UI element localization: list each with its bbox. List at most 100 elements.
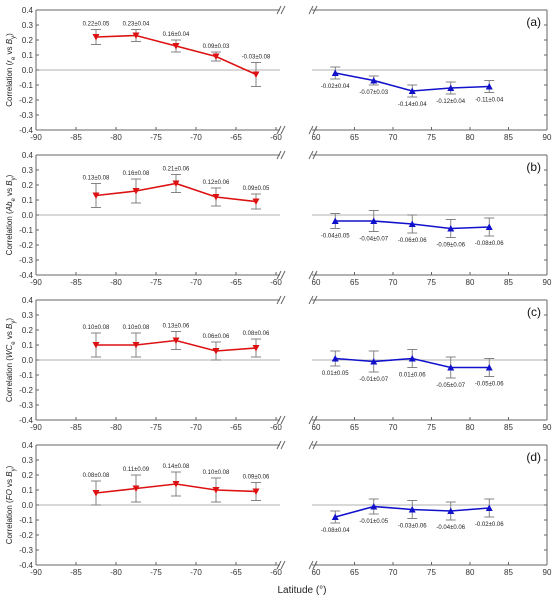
- y-axis-label-part: y: [11, 36, 17, 39]
- panel-2: -0.4 -0.3 -0.2 -0.1 0.0 0.1 0.2 0.3 0.4 -90 -85 -80…: [5, 150, 552, 287]
- x-tick-label: 75: [427, 133, 436, 142]
- south-data-label: 0.12±0.06: [203, 180, 230, 186]
- y-tick-label: -0.3: [19, 401, 33, 410]
- x-tick-label: -60: [270, 133, 282, 142]
- north-data-label: -0.04±0.05: [321, 234, 350, 240]
- axis-break-mark: [308, 5, 314, 15]
- y-tick-label: -0.1: [19, 371, 33, 380]
- y-axis-label: Correlation (WCe vs By): [5, 318, 17, 402]
- x-tick-label: -60: [270, 423, 282, 432]
- south-point: [172, 43, 180, 50]
- south-point: [132, 485, 140, 492]
- x-tick-label: -65: [230, 423, 242, 432]
- y-tick-label: 0.0: [22, 66, 34, 75]
- y-tick-label: -0.4: [19, 126, 33, 135]
- south-data-label: 0.23±0.04: [123, 22, 150, 28]
- north-data-label: -0.02±0.04: [321, 84, 350, 90]
- x-tick-label: 65: [350, 423, 359, 432]
- panel-4: -0.4 -0.3 -0.2 -0.1 0.0 0.1 0.2 0.3 0.4 -90 -85 -80…: [5, 440, 552, 577]
- x-tick-label: 85: [504, 568, 513, 577]
- north-point: [370, 503, 378, 510]
- south-point: [212, 348, 220, 355]
- x-tick-label: -65: [230, 278, 242, 287]
- x-tick-label: -75: [150, 423, 162, 432]
- y-tick-label: 0.3: [22, 456, 34, 465]
- y-axis-label-part: y: [11, 321, 17, 324]
- y-axis-label-part: B: [5, 180, 14, 186]
- north-data-label: -0.04±0.06: [436, 525, 465, 531]
- north-data-label: -0.08±0.06: [475, 241, 504, 247]
- y-axis-label-part: FO: [5, 489, 14, 500]
- axis-break-mark: [276, 125, 282, 135]
- axis-break-mark: [280, 150, 286, 160]
- x-tick-label: -70: [190, 278, 202, 287]
- north-point: [447, 225, 455, 232]
- axis-break-mark: [280, 440, 286, 450]
- x-tick-label: -70: [190, 568, 202, 577]
- north-data-label: -0.05±0.06: [475, 382, 504, 388]
- x-tick-label: 65: [350, 278, 359, 287]
- y-axis-label: Correlation (Abe vs By): [5, 174, 17, 255]
- axis-break-mark: [308, 270, 314, 280]
- x-tick-label: -85: [70, 423, 82, 432]
- x-tick-label: -75: [150, 133, 162, 142]
- y-axis-label-part: vs: [5, 477, 14, 489]
- y-axis-label-part: ): [5, 33, 14, 36]
- y-axis-label-part: e: [11, 198, 17, 202]
- north-data-label: 0.01±0.05: [322, 371, 349, 377]
- y-tick-label: -0.1: [19, 226, 33, 235]
- north-data-label: -0.03±0.06: [398, 524, 427, 530]
- y-tick-label: 0.2: [22, 326, 34, 335]
- south-point: [172, 337, 180, 344]
- y-tick-label: -0.2: [19, 241, 33, 250]
- axis-break-mark: [280, 125, 286, 135]
- y-tick-label: 0.4: [22, 441, 34, 450]
- north-point: [447, 84, 455, 91]
- north-point: [485, 83, 493, 90]
- south-data-label: 0.13±0.06: [163, 324, 190, 330]
- x-tick-label: 90: [543, 133, 552, 142]
- x-tick-label: -60: [270, 278, 282, 287]
- axis-break-mark: [308, 150, 314, 160]
- south-point: [252, 345, 260, 352]
- north-data-label: -0.02±0.06: [475, 522, 504, 528]
- axis-break-mark: [312, 5, 318, 15]
- south-data-label: 0.08±0.08: [83, 473, 110, 479]
- south-point: [172, 180, 180, 187]
- y-axis-label-part: e: [11, 341, 17, 345]
- y-axis-label-part: y: [11, 468, 17, 471]
- x-tick-label: -85: [70, 278, 82, 287]
- y-axis-label-part: Correlation (: [5, 500, 14, 544]
- y-tick-label: 0.0: [22, 501, 34, 510]
- x-tick-label: 80: [466, 133, 475, 142]
- north-data-label: -0.08±0.04: [321, 528, 350, 534]
- south-data-label: 0.13±0.08: [83, 176, 110, 182]
- y-tick-label: -0.4: [19, 416, 33, 425]
- south-data-label: 0.16±0.04: [163, 32, 190, 38]
- north-data-label: -0.04±0.07: [359, 237, 388, 243]
- x-tick-label: -80: [110, 423, 122, 432]
- y-axis-label-part: vs: [5, 186, 14, 198]
- x-tick-label: -70: [190, 423, 202, 432]
- y-axis-label-part: B: [5, 323, 14, 329]
- south-point: [212, 194, 220, 201]
- x-tick-label: -65: [230, 568, 242, 577]
- panel-3: -0.4 -0.3 -0.2 -0.1 0.0 0.1 0.2 0.3 0.4 -90 -85 -80…: [5, 295, 552, 432]
- north-point: [370, 217, 378, 224]
- x-tick-label: 80: [466, 423, 475, 432]
- x-tick-label: 70: [389, 568, 398, 577]
- south-data-label: 0.11±0.09: [123, 467, 150, 473]
- south-data-label: 0.09±0.05: [243, 186, 270, 192]
- y-tick-label: -0.2: [19, 531, 33, 540]
- x-tick-label: -90: [30, 568, 42, 577]
- north-point: [370, 77, 378, 84]
- north-data-label: -0.06±0.06: [398, 238, 427, 244]
- x-tick-label: 85: [504, 133, 513, 142]
- south-point: [92, 342, 100, 349]
- south-point: [92, 34, 100, 41]
- south-point: [132, 32, 140, 39]
- axis-break-mark: [308, 560, 314, 570]
- x-tick-label: -80: [110, 568, 122, 577]
- x-tick-label: 90: [543, 568, 552, 577]
- south-point: [252, 488, 260, 495]
